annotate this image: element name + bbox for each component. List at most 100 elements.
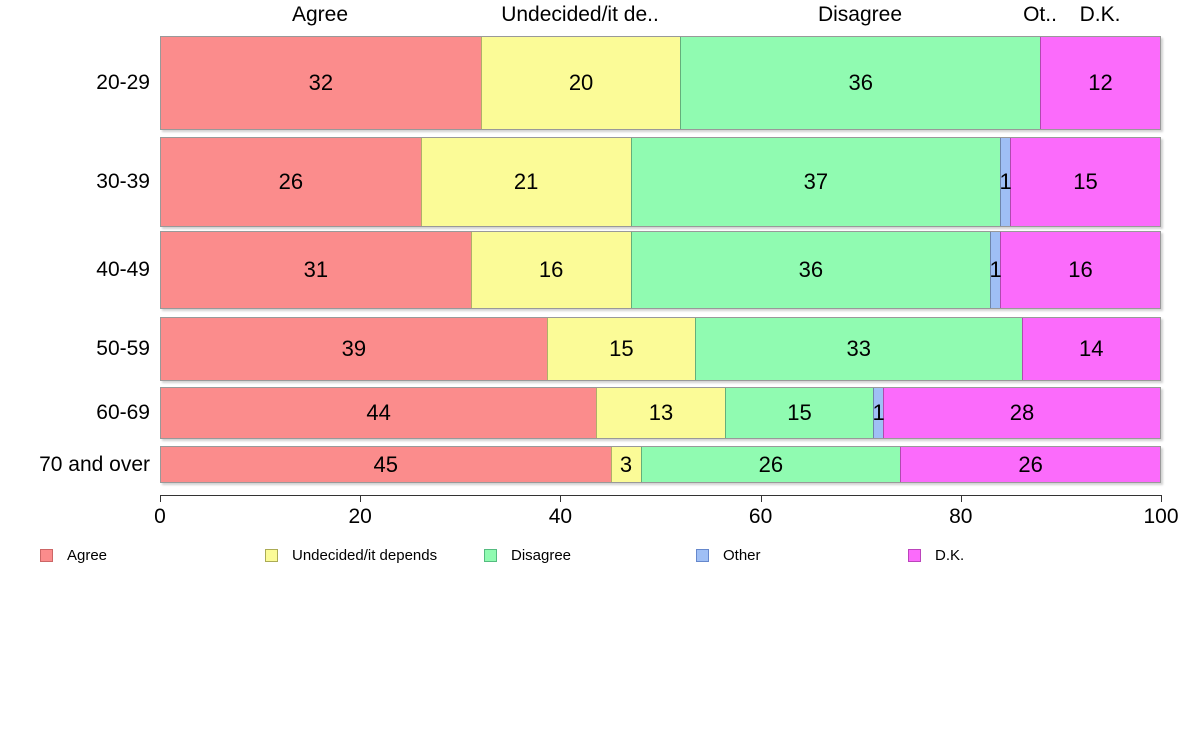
segment-value-label: 21 [513,169,539,194]
segment-value-label: 3 [619,451,633,477]
row-label: 60-69 [96,401,150,424]
segment-value-label: 15 [787,400,812,425]
x-axis-tick [1161,495,1162,502]
legend-item[interactable]: Undecided/it depends [265,547,437,564]
bar-segment-agree[interactable]: 44 [161,388,597,438]
column-header-label: D.K. [1079,3,1121,26]
segment-value-label: 37 [803,169,829,194]
bar-segment-agree[interactable]: 39 [161,318,547,380]
column-header-label: Disagree [817,3,903,26]
x-axis-tick [560,495,562,502]
segment-value-label: 15 [1073,169,1098,194]
segment-value-label: 33 [846,336,872,361]
bar-segment-agree[interactable]: 26 [161,138,421,226]
segment-value-label: 45 [373,451,399,477]
bar-segment-agree[interactable]: 45 [161,447,611,482]
legend-item[interactable]: D.K. [908,547,964,564]
segment-value-label: 36 [798,257,824,282]
x-axis-tick-label: 40 [548,505,573,528]
segment-value-label: 16 [1068,257,1093,282]
segment-value-label: 26 [758,451,784,477]
bar-segment-disagree[interactable]: 15 [724,388,874,438]
x-axis-tick-label: 20 [348,505,372,528]
legend-swatch [908,549,921,562]
bar-segment-other[interactable]: 1 [872,388,885,438]
segment-value-label: 31 [303,257,329,282]
bar-segment-d-k[interactable]: 16 [1000,232,1160,308]
segment-value-label: 39 [341,336,367,361]
bar-row: 45 3 26 26 [160,446,1161,483]
bar-segment-undecided-it-depends[interactable]: 20 [480,37,681,129]
bar-segment-undecided-it-depends[interactable]: 16 [470,232,631,308]
x-axis-tick [360,495,362,502]
bar-segment-disagree[interactable]: 26 [640,447,901,482]
row-label: 30-39 [96,170,150,193]
segment-value-label: 1 [999,169,1012,194]
legend-item[interactable]: Agree [40,547,107,564]
legend-swatch [696,549,709,562]
segment-value-label: 20 [568,70,594,95]
legend-label: Disagree [511,547,572,564]
bar-segment-d-k[interactable]: 26 [900,447,1160,482]
segment-value-label: 16 [538,257,564,282]
legend-swatch [40,549,53,562]
x-axis-tick-label: 100 [1143,505,1179,528]
bar-segment-d-k[interactable]: 28 [883,388,1160,438]
x-axis-tick [760,495,762,502]
segment-value-label: 1 [872,400,885,425]
row-label: 70 and over [39,452,150,476]
x-axis-tick-label: 60 [748,505,773,528]
bar-segment-undecided-it-depends[interactable]: 3 [610,447,641,482]
bar-segment-undecided-it-depends[interactable]: 13 [596,388,725,438]
legend-label: Undecided/it depends [292,547,438,564]
segment-value-label: 14 [1078,336,1104,361]
bar-segment-disagree[interactable]: 33 [695,318,1022,380]
bar-row: 31 16 36 1 16 [160,231,1161,309]
bar-segment-agree[interactable]: 32 [161,37,481,129]
segment-value-label: 13 [648,400,674,425]
segment-value-label: 12 [1088,70,1113,95]
x-axis-tick-label: 0 [154,505,166,528]
column-header-label: Agree [291,3,349,26]
row-label: 50-59 [96,337,150,360]
bar-segment-agree[interactable]: 31 [161,232,471,308]
legend-swatch [265,549,278,562]
bar-segment-disagree[interactable]: 37 [630,138,1001,226]
bar-segment-d-k[interactable]: 14 [1021,318,1160,380]
segment-value-label: 15 [609,336,634,361]
legend-swatch [484,549,497,562]
bar-segment-disagree[interactable]: 36 [630,232,991,308]
x-axis-tick-label: 80 [949,505,973,528]
bar-segment-other[interactable]: 1 [989,232,1002,308]
x-axis-tick [960,495,962,502]
bar-segment-other[interactable]: 1 [999,138,1012,226]
bar-segment-d-k[interactable]: 12 [1040,37,1160,129]
row-label: 20-29 [96,71,150,94]
legend-item[interactable]: Disagree [484,547,571,564]
segment-value-label: 36 [848,70,874,95]
bar-row: 32 20 36 12 [160,36,1161,130]
bar-segment-disagree[interactable]: 36 [680,37,1041,129]
legend-label: Other [723,547,761,564]
bar-row: 44 13 15 1 28 [160,387,1161,439]
bar-segment-d-k[interactable]: 15 [1010,138,1160,226]
bar-row: 39 15 33 14 [160,317,1161,381]
bar-row: 26 21 37 1 15 [160,137,1161,227]
segment-value-label: 26 [278,169,304,194]
legend-item[interactable]: Other [696,547,761,564]
legend-label: Agree [67,547,108,564]
segment-value-label: 44 [366,400,391,425]
segment-value-label: 28 [1009,400,1035,425]
x-axis-line [160,495,1161,496]
legend-label: D.K. [935,547,965,564]
segment-value-label: 26 [1018,451,1043,477]
row-label: 40-49 [96,258,150,281]
column-header-label: Ot.. [1023,3,1057,26]
bar-segment-undecided-it-depends[interactable]: 15 [546,318,696,380]
column-header-label: Undecided/it de.. [501,3,659,26]
segment-value-label: 32 [308,70,334,95]
x-axis-tick [160,495,161,502]
bar-segment-undecided-it-depends[interactable]: 21 [420,138,631,226]
segment-value-label: 1 [989,257,1002,282]
